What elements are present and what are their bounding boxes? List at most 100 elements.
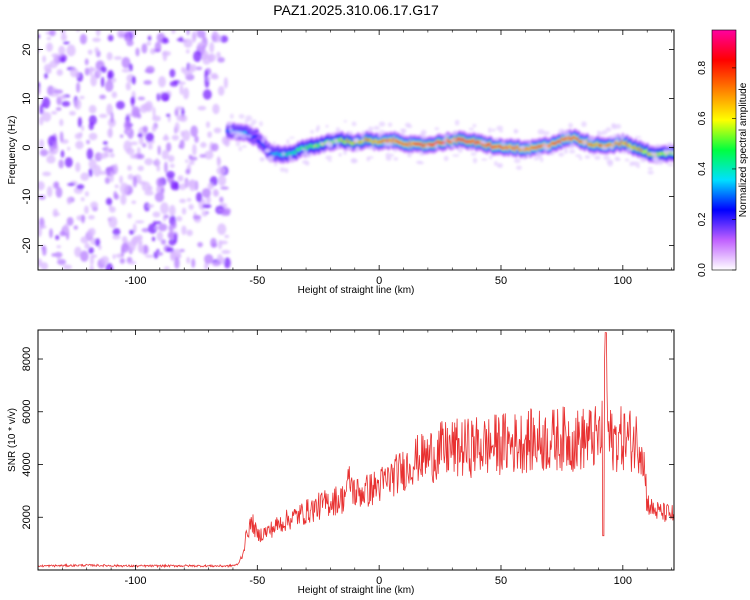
noise-cell bbox=[190, 125, 198, 137]
noise-cell bbox=[211, 143, 219, 152]
noise-cell bbox=[393, 149, 398, 153]
noise-cell bbox=[351, 158, 358, 164]
snr-series-line bbox=[38, 332, 674, 569]
noise-cell bbox=[104, 177, 111, 184]
snr-plot-area bbox=[38, 330, 674, 570]
noise-cell bbox=[165, 247, 174, 253]
noise-cell bbox=[42, 111, 52, 122]
noise-cell bbox=[186, 256, 191, 264]
noise-cell bbox=[145, 132, 154, 142]
noise-cell bbox=[128, 260, 137, 265]
noise-cell bbox=[108, 216, 118, 229]
noise-cell bbox=[88, 132, 98, 141]
noise-cell bbox=[168, 224, 174, 232]
noise-cell bbox=[204, 150, 214, 160]
noise-cell bbox=[144, 254, 154, 258]
noise-cell bbox=[76, 184, 85, 190]
noise-cell bbox=[39, 138, 45, 149]
x-tick-label: 50 bbox=[495, 575, 507, 587]
noise-cell bbox=[160, 202, 169, 215]
noise-cell bbox=[126, 148, 135, 156]
noise-cell bbox=[95, 30, 101, 37]
noise-cell bbox=[193, 50, 202, 62]
noise-cell bbox=[80, 172, 90, 181]
noise-cell bbox=[468, 127, 474, 131]
noise-cell bbox=[131, 200, 137, 204]
noise-cell bbox=[144, 190, 154, 196]
noise-cell bbox=[563, 148, 568, 154]
noise-cell bbox=[125, 81, 132, 91]
noise-cell bbox=[137, 165, 144, 172]
noise-cell bbox=[107, 34, 114, 42]
noise-cell bbox=[206, 195, 211, 205]
spectrogram-heatmap bbox=[38, 30, 674, 270]
noise-cell bbox=[419, 150, 424, 157]
noise-cell bbox=[106, 170, 111, 176]
noise-cell bbox=[55, 186, 63, 198]
noise-cell bbox=[228, 126, 233, 132]
noise-cell bbox=[513, 158, 521, 164]
noise-cell bbox=[568, 122, 573, 128]
noise-cell bbox=[601, 146, 609, 151]
noise-cell bbox=[624, 158, 630, 162]
noise-cell bbox=[186, 197, 192, 202]
noise-cell bbox=[207, 131, 212, 138]
noise-cell bbox=[652, 156, 659, 162]
noise-cell bbox=[100, 66, 107, 73]
colorbar-ticks: 0.0 0.2 0.4 0.6 0.8 bbox=[697, 61, 736, 277]
noise-cell bbox=[310, 129, 314, 134]
noise-cell bbox=[143, 244, 148, 254]
noise-cell bbox=[434, 127, 440, 131]
noise-cell bbox=[417, 161, 425, 165]
noise-cell bbox=[325, 155, 333, 160]
x-tick-label: 100 bbox=[614, 575, 632, 587]
noise-cell bbox=[57, 256, 61, 261]
noise-cell bbox=[56, 245, 62, 249]
noise-cell bbox=[147, 223, 158, 234]
noise-cell bbox=[51, 53, 60, 58]
noise-cell bbox=[99, 94, 107, 100]
noise-cell bbox=[136, 153, 145, 160]
noise-cell bbox=[584, 155, 591, 159]
noise-cell bbox=[181, 207, 187, 215]
noise-cell bbox=[378, 134, 382, 138]
noise-cell bbox=[77, 116, 83, 128]
noise-cell bbox=[142, 125, 149, 133]
noise-cell bbox=[327, 159, 332, 162]
noise-cell bbox=[180, 130, 185, 137]
noise-cell bbox=[258, 149, 262, 153]
noise-cell bbox=[587, 137, 595, 142]
noise-cell bbox=[216, 166, 226, 175]
noise-cell bbox=[259, 157, 265, 162]
noise-cell bbox=[266, 148, 272, 152]
noise-cell bbox=[179, 114, 188, 123]
noise-cell bbox=[223, 77, 228, 89]
noise-cell bbox=[213, 127, 222, 134]
noise-cell bbox=[373, 125, 380, 131]
noise-cell bbox=[163, 214, 170, 219]
noise-cell bbox=[111, 91, 118, 99]
noise-cell bbox=[53, 55, 58, 61]
noise-cell bbox=[106, 103, 113, 116]
noise-cell bbox=[69, 111, 76, 116]
snr-y-label: SNR (10 * v/v) bbox=[7, 408, 18, 472]
noise-cell bbox=[89, 264, 94, 270]
noise-cell bbox=[97, 70, 102, 76]
noise-cell bbox=[60, 150, 65, 158]
noise-cell bbox=[195, 66, 203, 71]
noise-cell bbox=[169, 163, 175, 168]
noise-cell bbox=[131, 106, 140, 118]
noise-cell bbox=[108, 148, 114, 153]
noise-cell bbox=[132, 175, 137, 188]
noise-cell bbox=[62, 41, 70, 45]
noise-cell bbox=[135, 220, 145, 224]
colorbar-tick-label: 0.8 bbox=[697, 61, 708, 75]
noise-cell bbox=[152, 106, 156, 119]
noise-cell bbox=[519, 145, 525, 151]
noise-cell bbox=[129, 229, 135, 235]
noise-cell bbox=[197, 241, 203, 248]
noise-cell bbox=[211, 242, 218, 248]
noise-cell bbox=[259, 121, 263, 127]
noise-cell bbox=[147, 35, 152, 41]
noise-cell bbox=[80, 197, 85, 202]
